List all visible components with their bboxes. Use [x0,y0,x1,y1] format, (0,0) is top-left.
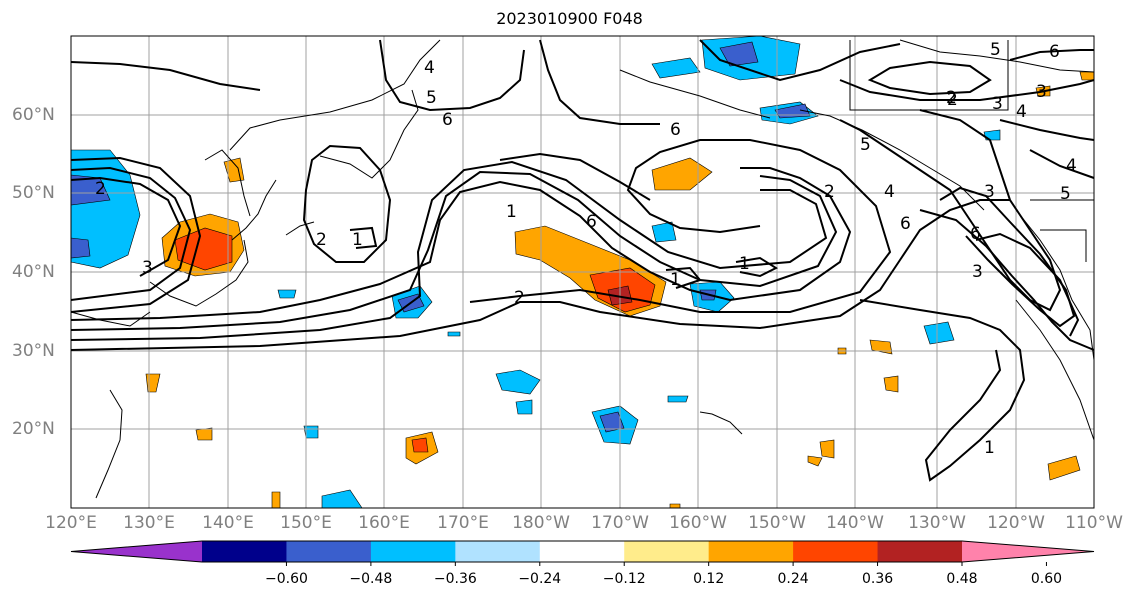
contour-label: 4 [884,182,895,202]
contour-label: 6 [442,110,453,130]
colorbar-segment [202,541,287,562]
contour-label: 5 [860,135,871,155]
longitude-label: 120°E [45,513,97,533]
contour-label: 6 [670,120,681,140]
contour-label: 3 [972,262,983,282]
shaded-anomalies [70,35,1095,509]
contour-label: 1 [352,230,363,250]
contour-label: 3 [142,258,153,278]
colorbar [70,540,1095,566]
contour-label: 2 [514,288,525,308]
latitude-label: 50°N [12,183,55,203]
contour-label: 2 [947,90,958,110]
contour-label: 1 [739,254,750,274]
longitude-label: 160°W [669,513,727,533]
latitude-label: 30°N [12,341,55,361]
contour-label: 5 [1060,184,1071,204]
longitude-label: 150°W [748,513,806,533]
colorbar-segment [286,541,372,562]
contour-label: 5 [990,40,1001,60]
longitude-label: 160°E [358,513,410,533]
map-frame [70,35,1095,509]
contour-label: 3 [992,94,1003,114]
colorbar-tick-label: 0.36 [861,571,894,587]
colorbar-tick-label: 0.12 [693,571,725,587]
contour-label: 2 [824,182,835,202]
latitude-label: 60°N [12,105,55,125]
colorbar-segment [370,541,456,562]
colorbar-tick-label: −0.24 [518,571,562,587]
colorbar-segment [539,541,625,562]
contour-label: 4 [424,58,435,78]
colorbar-segment [455,541,541,562]
latitude-label: 20°N [12,419,55,439]
contour-label: 6 [586,212,597,232]
contour-label: 1 [506,202,517,222]
colorbar-tick-label: −0.48 [349,571,393,587]
longitude-label: 130°E [123,513,175,533]
colorbar-segment [962,541,1094,562]
contour-label: 2 [946,88,957,108]
contour-label: 6 [970,224,981,244]
colorbar-segment [877,541,963,562]
contour-label: 5 [426,88,437,108]
map-title: 2023010900 F048 [496,9,643,28]
contour-label: 6 [1049,42,1060,62]
graticule [71,36,1094,508]
longitude-label: 140°E [202,513,254,533]
contour-label: 3 [984,182,995,202]
contour-label: 4 [1066,156,1077,176]
contour-label: 2 [95,179,106,199]
colorbar-tick-label: 0.60 [1030,571,1063,587]
longitude-label: 180°W [512,513,570,533]
contour-label: 1 [670,270,681,290]
colorbar-tick-label: 0.24 [777,571,809,587]
coastlines [70,39,1095,499]
contour-label: 6 [900,214,911,234]
contour-label: 1 [984,438,995,458]
colorbar-tick-label: 0.48 [946,571,978,587]
longitude-label: 140°W [826,513,884,533]
longitude-label: 130°W [908,513,966,533]
contour-lines [70,39,1095,482]
longitude-label: 110°W [1065,513,1123,533]
colorbar-tick-label: −0.36 [433,571,477,587]
longitude-label: 150°E [280,513,332,533]
contour-label: 2 [316,230,327,250]
contour-label: 4 [1016,102,1027,122]
latitude-label: 40°N [12,262,55,282]
colorbar-segment [71,541,202,562]
colorbar-outline [70,540,1095,563]
contour-label: 3 [1036,82,1047,102]
longitude-label: 170°E [437,513,489,533]
colorbar-segment [793,541,879,562]
colorbar-tick-label: −0.60 [264,571,308,587]
colorbar-tick-label: −0.12 [602,571,646,587]
colorbar-segment [624,541,710,562]
colorbar-segment [708,541,794,562]
longitude-label: 120°W [987,513,1045,533]
longitude-label: 170°W [591,513,649,533]
